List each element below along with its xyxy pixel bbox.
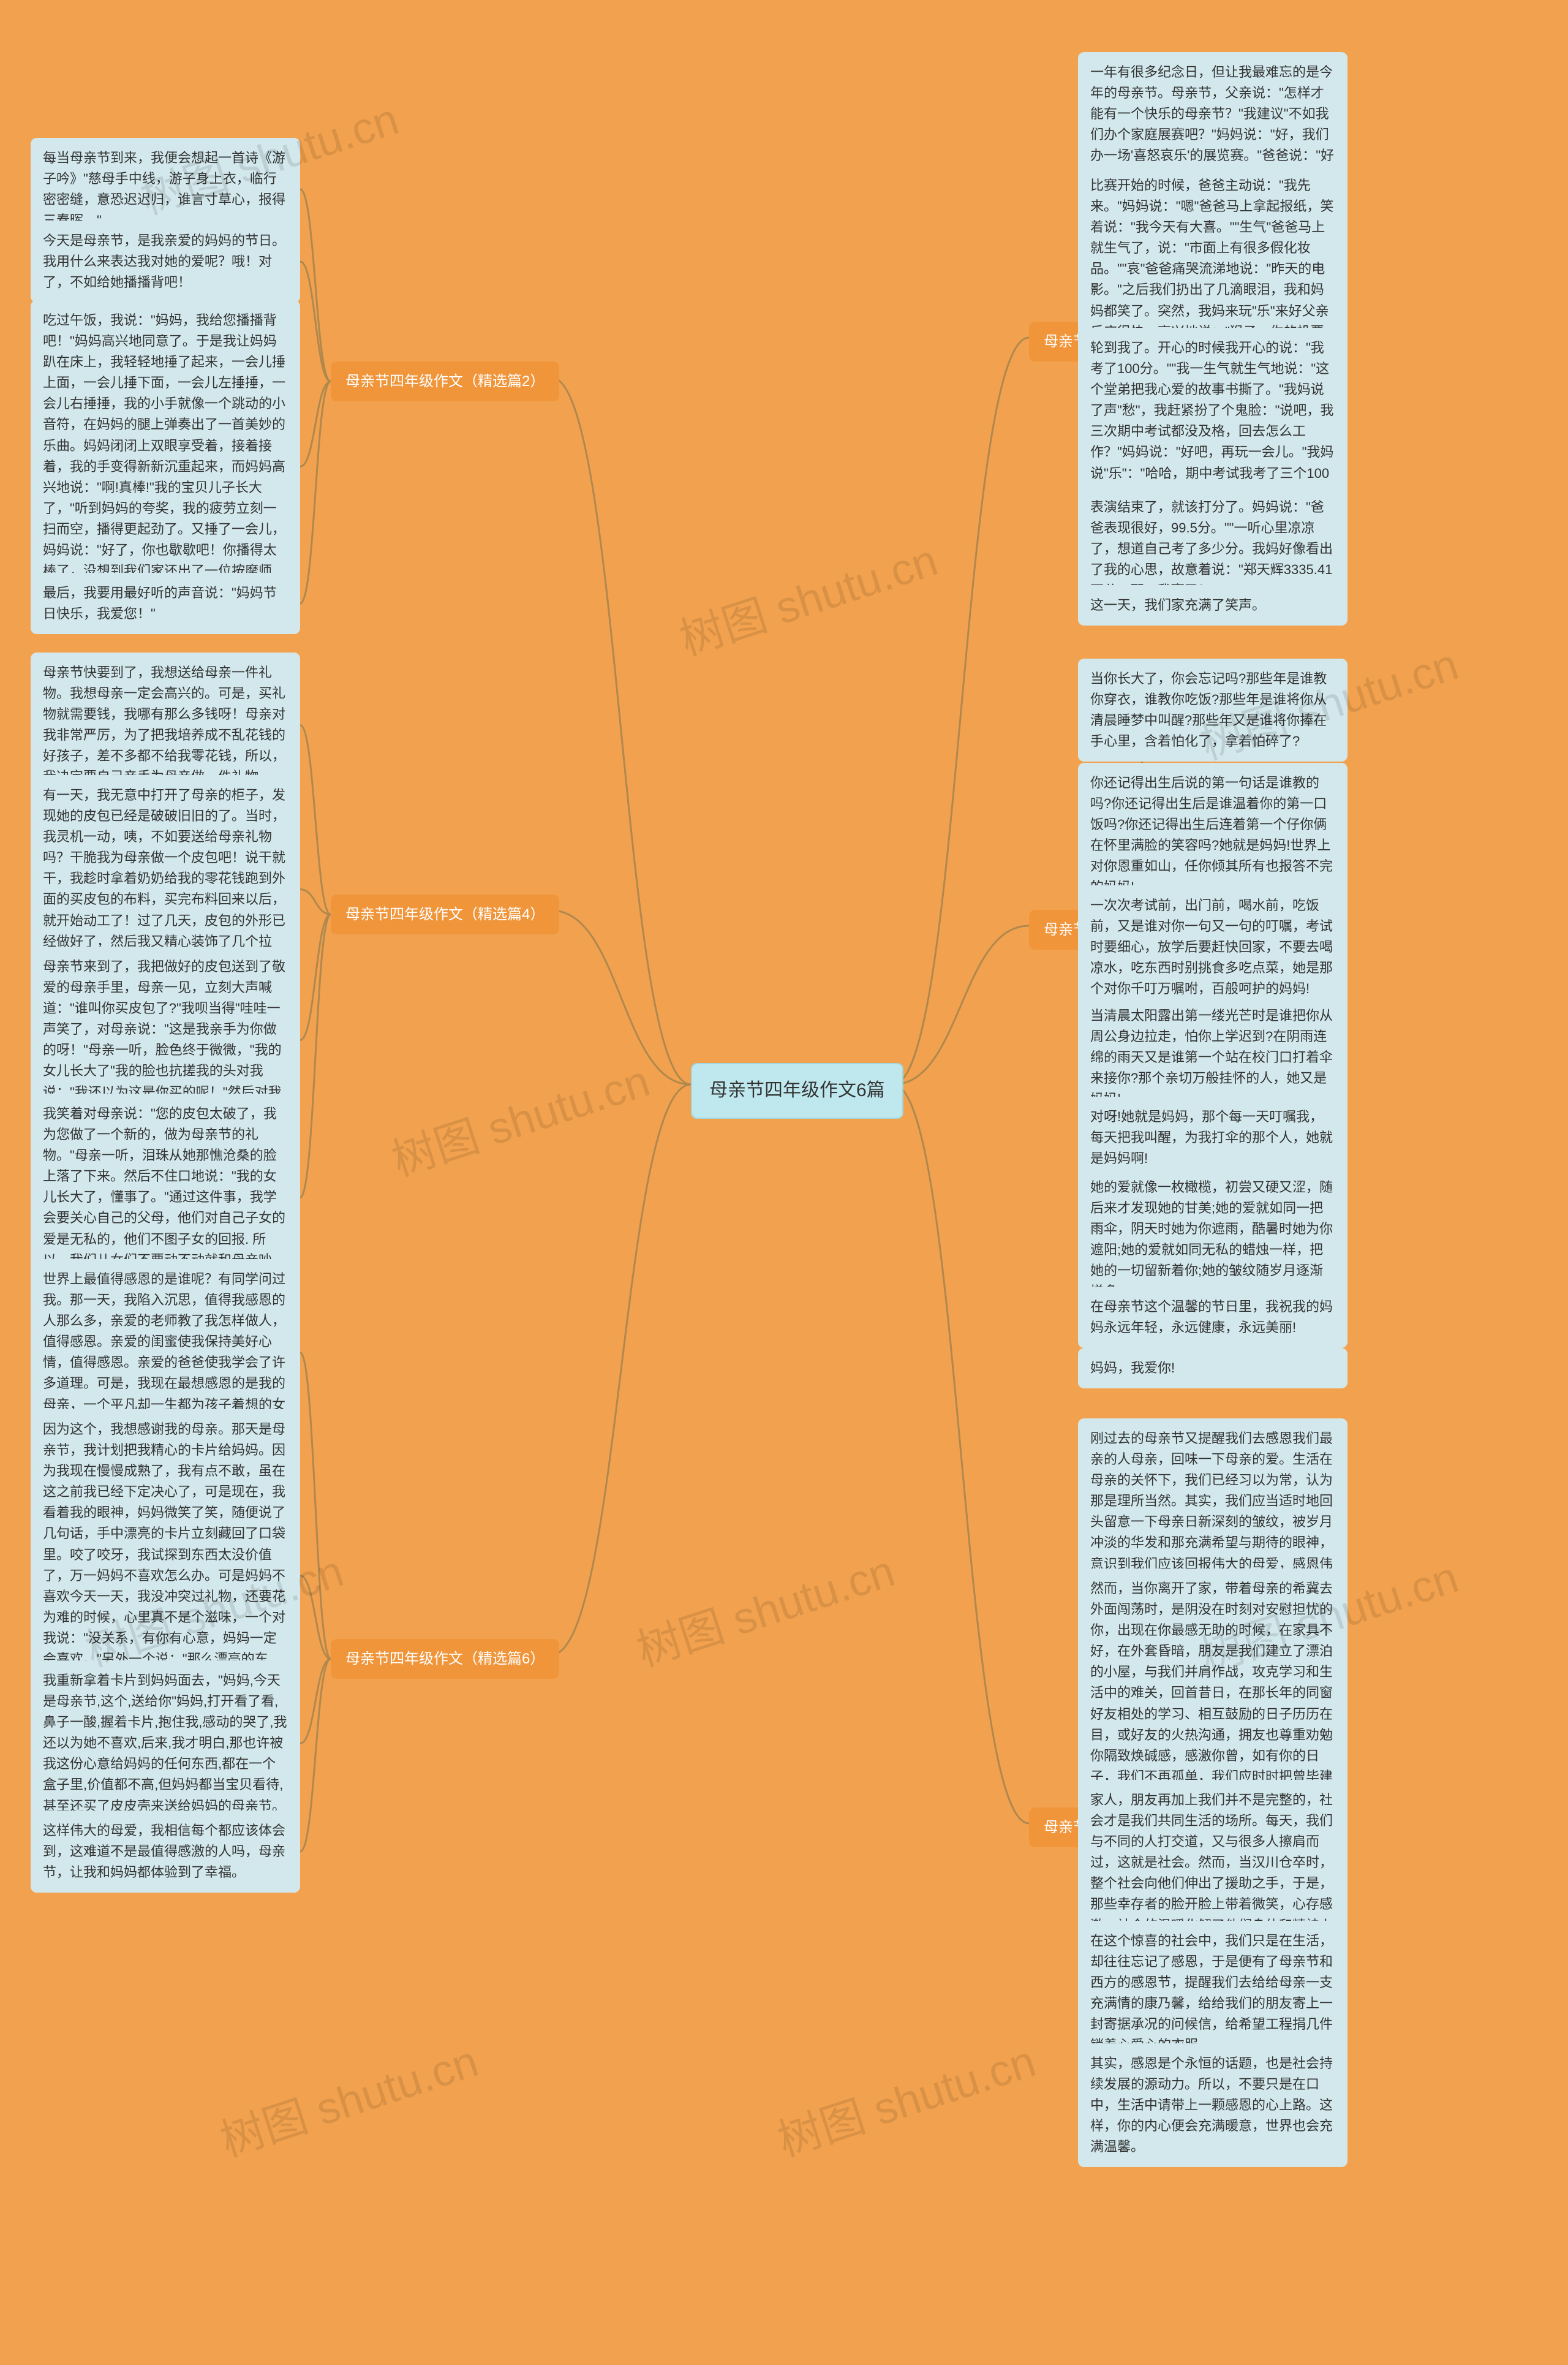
watermark: 树图 shutu.cn <box>627 1535 901 1679</box>
leaf-b1-4[interactable]: 这一天，我们家充满了笑声。 <box>1078 585 1348 626</box>
leaf-b3-6[interactable]: 在母亲节这个温馨的节日里，我祝我的妈妈永远年轻，永远健康，永远美丽! <box>1078 1287 1348 1348</box>
center-topic[interactable]: 母亲节四年级作文6篇 <box>691 1063 903 1119</box>
leaf-b2-3[interactable]: 最后，我要用最好听的声音说："妈妈节日快乐，我爱您！" <box>31 573 300 634</box>
leaf-b5-4[interactable]: 其实，感恩是个永恒的话题，也是社会持续发展的源动力。所以，不要只是在口中，生活中… <box>1078 2043 1348 2167</box>
leaf-b2-1[interactable]: 今天是母亲节，是我亲爱的妈妈的节日。我用什么来表达我对她的爱呢？哦！对了，不如给… <box>31 221 300 303</box>
branch-b6[interactable]: 母亲节四年级作文（精选篇6） <box>331 1639 559 1679</box>
leaf-b3-2[interactable]: 一次次考试前，出门前，喝水前，吃饭前，又是谁对你一句又一句的叮嘱，考试时要细心，… <box>1078 885 1348 1009</box>
mindmap-canvas: { "colors": { "background": "#f2a24e", "… <box>0 0 1568 2365</box>
watermark: 树图 shutu.cn <box>382 1045 656 1189</box>
leaf-b3-7[interactable]: 妈妈，我爱你! <box>1078 1348 1348 1388</box>
leaf-b6-2[interactable]: 我重新拿着卡片到妈妈面去，"妈妈,今天是母亲节,这个,送给你"妈妈,打开看了看,… <box>31 1660 300 1826</box>
branch-b2[interactable]: 母亲节四年级作文（精选篇2） <box>331 361 559 401</box>
branch-b4[interactable]: 母亲节四年级作文（精选篇4） <box>331 895 559 934</box>
leaf-b6-3[interactable]: 这样伟大的母爱，我相信每个都应该体会到，这难道不是最值得感激的人吗，母亲节，让我… <box>31 1811 300 1893</box>
leaf-b3-0[interactable]: 当你长大了，你会忘记吗?那些年是谁教你穿衣，谁教你吃饭?那些年是谁将你从清晨睡梦… <box>1078 659 1348 762</box>
watermark: 树图 shutu.cn <box>211 2025 484 2169</box>
watermark: 树图 shutu.cn <box>670 524 944 668</box>
watermark: 树图 shutu.cn <box>768 2025 1042 2169</box>
